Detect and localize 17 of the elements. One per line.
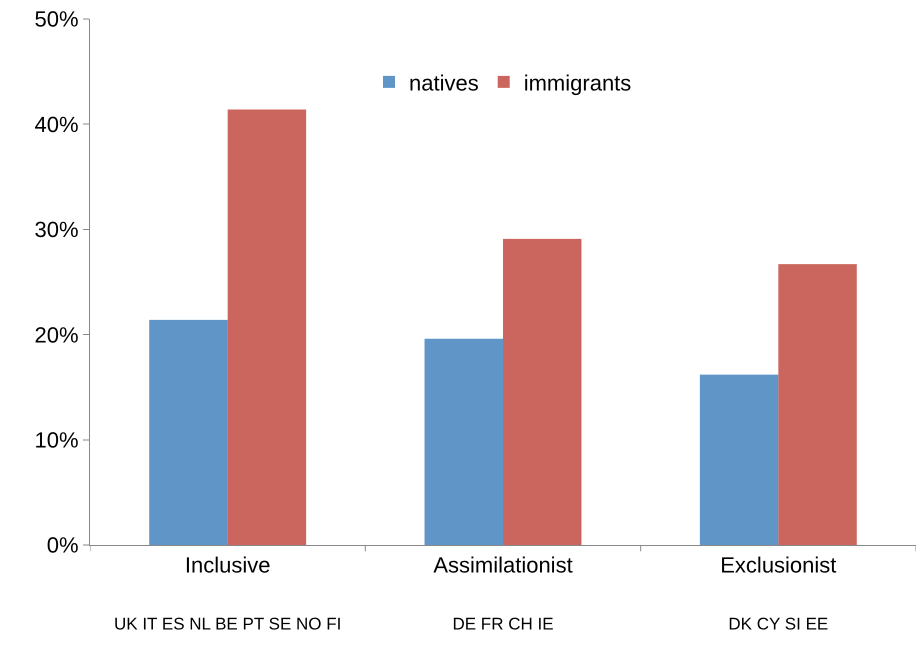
category-label: Assimilationist DE FR CH IE: [433, 552, 573, 634]
y-tick-label: 10%: [34, 428, 79, 452]
legend-label: immigrants: [524, 70, 632, 96]
bar: [149, 320, 228, 545]
bar: [503, 238, 582, 545]
y-tick-label: 50%: [34, 6, 79, 32]
y-tick-label: 20%: [34, 322, 79, 348]
legend-label: natives: [409, 70, 479, 96]
category-label: Inclusive UK IT ES NL BE PT SE NO FI: [114, 552, 342, 634]
y-tick-label: 30%: [34, 217, 79, 242]
category-label: Exclusionist DK CY SI EE: [720, 552, 836, 634]
bar: [778, 264, 857, 545]
bar: [700, 374, 778, 545]
y-tick-label: 0%: [46, 532, 79, 558]
y-tick-label: 40%: [34, 112, 79, 137]
bar: [228, 109, 306, 545]
bar: [424, 338, 503, 545]
